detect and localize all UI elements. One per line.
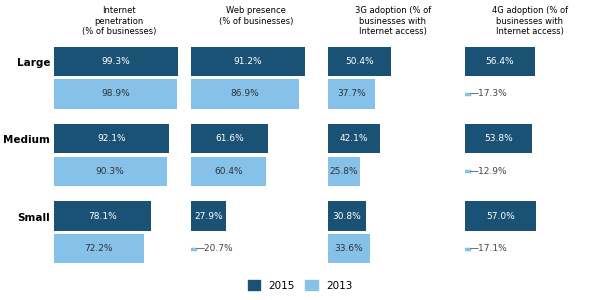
- Text: 78.1%: 78.1%: [88, 212, 117, 220]
- Text: Large: Large: [17, 58, 50, 68]
- Text: 91.2%: 91.2%: [233, 57, 262, 66]
- Text: 37.7%: 37.7%: [337, 89, 366, 98]
- Text: Medium: Medium: [4, 135, 50, 145]
- Text: 4G adoption (% of
businesses with
Internet access): 4G adoption (% of businesses with Intern…: [491, 7, 568, 36]
- Text: —17.3%: —17.3%: [470, 89, 508, 98]
- Text: Web presence
(% of businesses): Web presence (% of businesses): [218, 7, 293, 26]
- Bar: [465, 201, 536, 231]
- Bar: [328, 234, 370, 263]
- Text: 90.3%: 90.3%: [96, 167, 125, 176]
- Text: 30.8%: 30.8%: [333, 212, 361, 220]
- Text: Internet
penetration
(% of businesses): Internet penetration (% of businesses): [82, 7, 156, 36]
- Text: 42.1%: 42.1%: [340, 134, 368, 143]
- Text: 3G adoption (% of
businesses with
Internet access): 3G adoption (% of businesses with Intern…: [355, 7, 431, 36]
- Bar: [191, 157, 266, 186]
- Bar: [191, 79, 299, 109]
- Text: 86.9%: 86.9%: [231, 89, 259, 98]
- Bar: [328, 124, 380, 153]
- Text: 50.4%: 50.4%: [345, 57, 374, 66]
- Bar: [328, 47, 391, 76]
- Bar: [191, 47, 305, 76]
- Text: 61.6%: 61.6%: [215, 134, 244, 143]
- Bar: [54, 124, 169, 153]
- Bar: [465, 124, 532, 153]
- Text: —17.1%: —17.1%: [470, 244, 508, 253]
- Text: 27.9%: 27.9%: [194, 212, 223, 220]
- Text: 72.2%: 72.2%: [85, 244, 113, 253]
- Text: 33.6%: 33.6%: [334, 244, 363, 253]
- Text: —20.7%: —20.7%: [196, 244, 233, 253]
- Bar: [191, 124, 268, 153]
- Legend: 2015, 2013: 2015, 2013: [244, 276, 356, 295]
- Text: Small: Small: [17, 213, 50, 223]
- Text: 92.1%: 92.1%: [97, 134, 125, 143]
- Bar: [328, 201, 367, 231]
- Text: 25.8%: 25.8%: [329, 167, 358, 176]
- Bar: [54, 79, 177, 109]
- Text: 57.0%: 57.0%: [486, 212, 515, 220]
- Text: —12.9%: —12.9%: [470, 167, 508, 176]
- Text: 60.4%: 60.4%: [214, 167, 243, 176]
- Text: 53.8%: 53.8%: [484, 134, 513, 143]
- Text: 56.4%: 56.4%: [486, 57, 514, 66]
- Text: 99.3%: 99.3%: [101, 57, 130, 66]
- Text: 98.9%: 98.9%: [101, 89, 130, 98]
- Bar: [328, 79, 375, 109]
- Bar: [191, 201, 226, 231]
- Bar: [54, 201, 151, 231]
- Bar: [54, 157, 167, 186]
- Bar: [54, 47, 178, 76]
- Bar: [328, 157, 360, 186]
- Bar: [54, 234, 144, 263]
- Bar: [465, 47, 535, 76]
